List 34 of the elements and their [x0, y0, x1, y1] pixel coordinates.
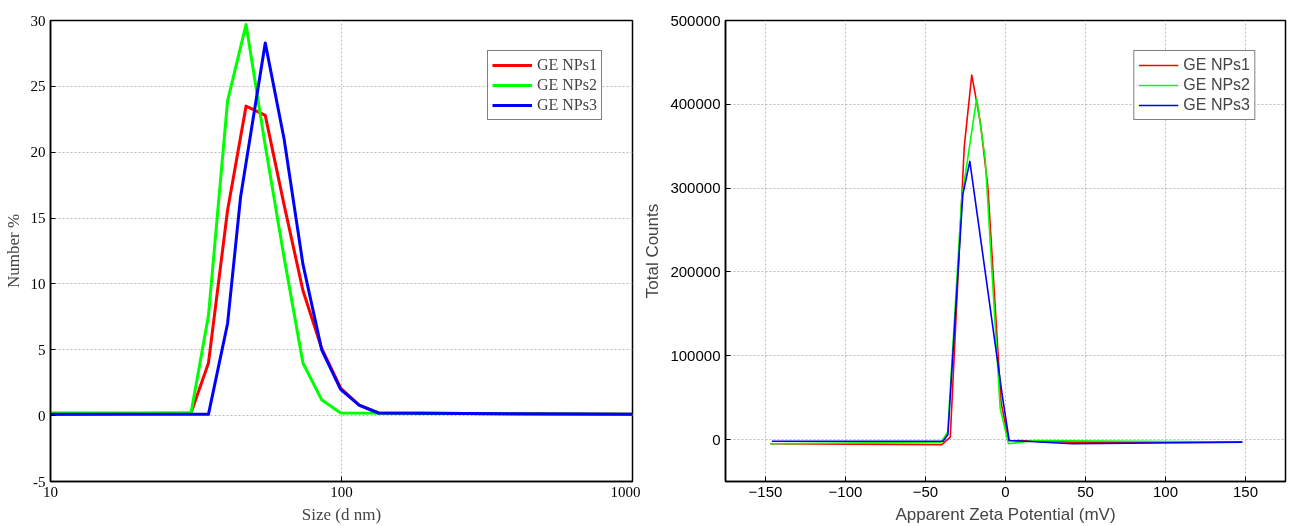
x-tick-label: −50 [912, 482, 939, 500]
y-tick-label: 500000 [670, 11, 721, 29]
x-axis-title: Apparent Zeta Potential (mV) [895, 504, 1116, 524]
legend-label: GE NPs1 [1183, 56, 1250, 74]
x-tick-label: 0 [1001, 482, 1010, 500]
y-tick-label: 30 [30, 12, 46, 29]
x-tick-label: 50 [1077, 482, 1094, 500]
x-tick-label: 150 [1232, 482, 1259, 500]
y-tick-label: 300000 [670, 179, 721, 197]
y-tick-label: 20 [30, 144, 46, 161]
legend-label: GE NPs3 [1183, 96, 1250, 114]
legend-label: GE NPs3 [536, 96, 597, 114]
y-tick-label: 100000 [670, 346, 721, 364]
y-axis-title: Total Counts [643, 203, 663, 299]
legend-label: GE NPs1 [536, 56, 597, 74]
legend-label: GE NPs2 [536, 76, 597, 94]
legend-label: GE NPs2 [1183, 76, 1250, 94]
y-axis-title: Number % [3, 213, 23, 289]
x-tick-label: −150 [748, 482, 783, 500]
y-tick-label: 25 [30, 78, 46, 95]
x-tick-label: 1000 [610, 483, 641, 500]
y-tick-label: 10 [30, 275, 46, 292]
x-axis-title: Size (d nm) [301, 504, 382, 524]
x-tick-label: −100 [828, 482, 863, 500]
y-tick-label: 400000 [670, 95, 721, 113]
line-series [771, 160, 1244, 445]
y-tick-label: 5 [38, 341, 46, 358]
x-tick-label: 100 [330, 483, 353, 500]
y-tick-label: -5 [33, 473, 46, 490]
x-tick-label: 100 [1152, 482, 1179, 500]
y-tick-label: 0 [38, 407, 46, 424]
y-tick-label: 0 [712, 430, 721, 448]
y-tick-label: 200000 [670, 262, 721, 280]
y-tick-label: 15 [30, 210, 46, 227]
